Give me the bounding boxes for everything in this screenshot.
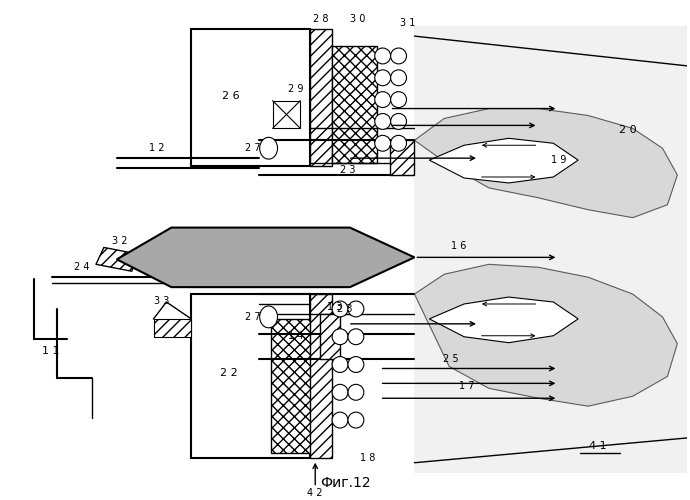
Text: 3 0: 3 0 <box>351 14 366 24</box>
Circle shape <box>332 329 348 344</box>
Text: 2 3: 2 3 <box>337 304 353 314</box>
Polygon shape <box>429 297 578 343</box>
Circle shape <box>375 70 391 86</box>
Bar <box>191 294 310 458</box>
Text: 2 2: 2 2 <box>220 368 238 378</box>
Text: 2 7: 2 7 <box>245 312 261 322</box>
Circle shape <box>391 70 406 86</box>
Text: 2 3: 2 3 <box>340 165 356 175</box>
Circle shape <box>391 114 406 130</box>
Circle shape <box>391 48 406 64</box>
Text: 1 9: 1 9 <box>551 155 566 165</box>
Circle shape <box>348 301 364 317</box>
Text: 3 1: 3 1 <box>400 18 415 28</box>
Polygon shape <box>415 264 678 406</box>
Text: 3 3: 3 3 <box>154 296 169 306</box>
Text: 1 3: 1 3 <box>327 302 343 312</box>
Bar <box>332 46 377 163</box>
Circle shape <box>375 92 391 108</box>
Bar <box>270 319 315 453</box>
Text: 1 6: 1 6 <box>451 242 466 252</box>
Circle shape <box>391 136 406 151</box>
Text: 2 6: 2 6 <box>222 90 239 101</box>
Bar <box>153 319 191 336</box>
Text: 1 1: 1 1 <box>41 346 59 356</box>
Circle shape <box>332 412 348 428</box>
Bar <box>273 100 300 128</box>
Bar <box>310 29 332 166</box>
Circle shape <box>391 92 406 108</box>
Text: 2 4: 2 4 <box>75 262 90 272</box>
Circle shape <box>348 384 364 400</box>
Text: 2 0: 2 0 <box>619 126 637 136</box>
Text: 2 5: 2 5 <box>444 354 459 364</box>
Polygon shape <box>415 26 687 472</box>
Text: 4 1: 4 1 <box>589 441 607 451</box>
Text: 3 2: 3 2 <box>112 236 128 246</box>
Text: Фиг.12: Фиг.12 <box>319 476 371 490</box>
Text: 1 8: 1 8 <box>360 453 375 463</box>
Ellipse shape <box>259 138 277 159</box>
Text: 2 7: 2 7 <box>245 143 261 153</box>
Circle shape <box>348 356 364 372</box>
Circle shape <box>332 356 348 372</box>
Circle shape <box>348 329 364 344</box>
Circle shape <box>375 136 391 151</box>
Text: 1 7: 1 7 <box>460 382 475 392</box>
Polygon shape <box>415 108 678 218</box>
Text: 1 4: 1 4 <box>288 330 303 340</box>
Text: 2 9: 2 9 <box>288 84 303 94</box>
Bar <box>191 29 310 166</box>
Text: 2 8: 2 8 <box>313 14 329 24</box>
Circle shape <box>332 301 348 317</box>
Bar <box>310 294 332 458</box>
Circle shape <box>348 412 364 428</box>
Circle shape <box>375 48 391 64</box>
Circle shape <box>332 384 348 400</box>
Text: 1 2: 1 2 <box>149 143 164 153</box>
Bar <box>320 314 340 358</box>
Polygon shape <box>96 248 139 272</box>
Polygon shape <box>429 138 578 183</box>
Circle shape <box>375 114 391 130</box>
Polygon shape <box>117 228 415 287</box>
Ellipse shape <box>259 306 277 328</box>
Bar <box>390 140 415 175</box>
Text: 4 2: 4 2 <box>308 488 323 498</box>
